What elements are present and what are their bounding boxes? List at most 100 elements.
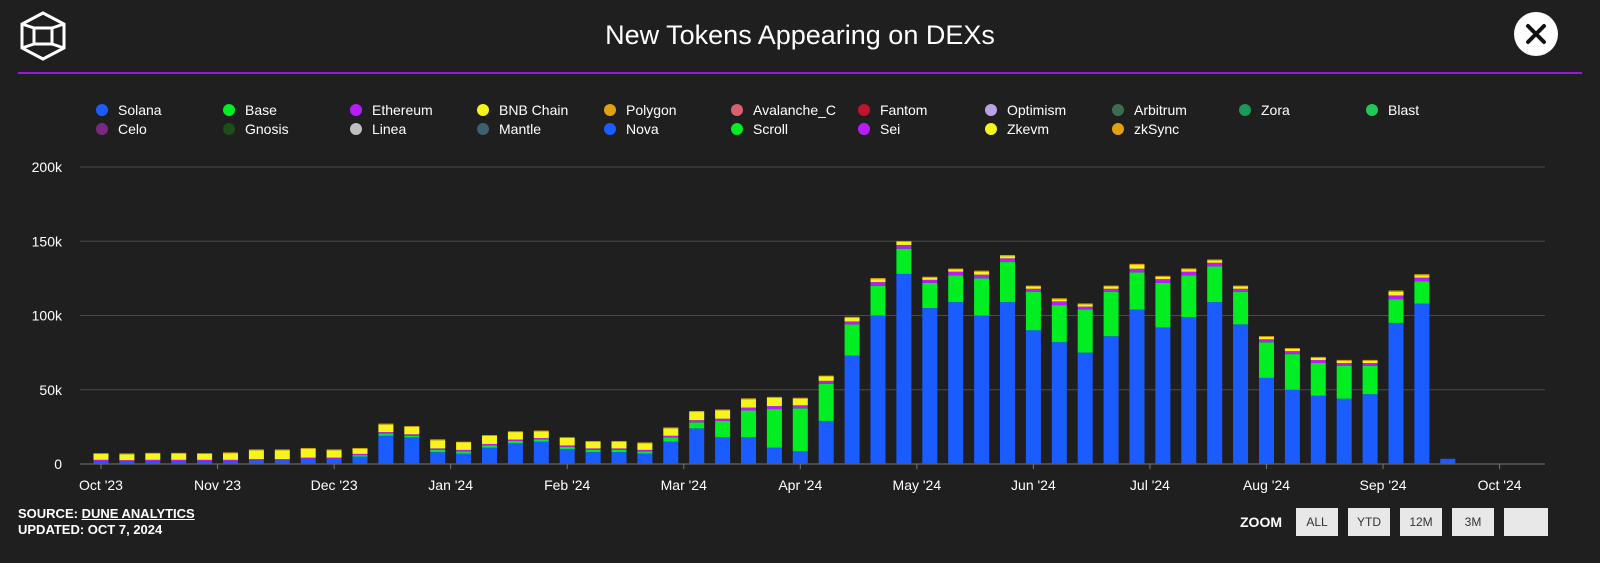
bar-segment-polygon [663, 427, 679, 429]
header-divider [18, 72, 1582, 74]
legend-item-solana[interactable]: Solana [96, 102, 162, 118]
bar-segment-solana [948, 302, 964, 464]
bar-segment-solana [145, 461, 161, 464]
legend-item-avalanche-c[interactable]: Avalanche_C [731, 102, 836, 118]
y-tick-label: 0 [54, 456, 62, 472]
y-tick-label: 200k [32, 159, 63, 175]
close-button[interactable] [1514, 12, 1558, 56]
bar-segment-bnb-chain [1284, 348, 1300, 352]
bar-segment-ethereum [870, 282, 886, 286]
zoom-label: ZOOM [1240, 514, 1282, 530]
block-logo-icon[interactable] [17, 10, 69, 62]
legend-item-nova[interactable]: Nova [604, 121, 659, 137]
bar-segment-bnb-chain [93, 453, 109, 460]
bar-segment-ethereum [482, 443, 497, 446]
bar-segment-bnb-chain [715, 410, 731, 419]
legend-item-zksync[interactable]: zkSync [1112, 121, 1179, 137]
bar-segment-polygon [1233, 285, 1249, 287]
bar-segment-solana [1155, 327, 1171, 464]
legend-item-ethereum[interactable]: Ethereum [350, 102, 433, 118]
bar-segment-polygon [1181, 268, 1197, 270]
bar-segment-solana [430, 452, 446, 464]
bar-segment-bnb-chain [1207, 260, 1223, 263]
bar-segment-solana [792, 451, 808, 464]
bar-segment-bnb-chain [1233, 286, 1249, 289]
legend-item-zkevm[interactable]: Zkevm [985, 121, 1049, 137]
bar-segment-base [1000, 262, 1015, 303]
legend-item-optimism[interactable]: Optimism [985, 102, 1066, 118]
bar-segment-polygon [741, 398, 756, 400]
bar-segment-polygon [352, 447, 368, 449]
bar-segment-ethereum [1310, 360, 1326, 364]
legend-label: Nova [626, 121, 659, 137]
bar-segment-ethereum [507, 439, 523, 441]
zoom-ytd-button[interactable]: YTD [1348, 508, 1390, 536]
legend-item-sei[interactable]: Sei [858, 121, 900, 137]
bar-segment-bnb-chain [766, 397, 782, 407]
bar-segment-solana [715, 437, 731, 464]
legend-label: Solana [118, 102, 162, 118]
bar-segment-ethereum [896, 244, 912, 249]
source-link[interactable]: DUNE ANALYTICS [81, 506, 195, 521]
legend-item-fantom[interactable]: Fantom [858, 102, 927, 118]
x-tick-label: Aug '24 [1243, 477, 1290, 493]
bar-segment-solana [766, 447, 782, 464]
bar-segment-polygon [1129, 263, 1145, 266]
updated-text: UPDATED: OCT 7, 2024 [18, 522, 163, 537]
legend-item-gnosis[interactable]: Gnosis [223, 121, 289, 137]
legend-item-mantle[interactable]: Mantle [477, 121, 541, 137]
legend-item-arbitrum[interactable]: Arbitrum [1112, 102, 1187, 118]
y-tick-label: 150k [32, 233, 63, 249]
bar-segment-bnb-chain [378, 424, 394, 433]
bar-segment-base [948, 275, 964, 303]
bar-segment-ethereum [1284, 351, 1300, 355]
bar-segment-ethereum [171, 459, 187, 462]
legend-item-bnb-chain[interactable]: BNB Chain [477, 102, 568, 118]
y-tick-label: 50k [39, 382, 63, 398]
legend-item-zora[interactable]: Zora [1239, 102, 1290, 118]
bar-segment-base [1336, 365, 1352, 399]
bar-segment-polygon [223, 452, 238, 454]
bar-segment-solana [559, 449, 575, 464]
legend-swatch [1366, 104, 1378, 116]
bar-segment-solana [637, 453, 653, 464]
zoom-all-button[interactable]: ALL [1296, 508, 1338, 536]
bar-segment-base [404, 435, 420, 438]
legend-item-base[interactable]: Base [223, 102, 277, 118]
zoom-12m-button[interactable]: 12M [1400, 508, 1442, 536]
legend-item-polygon[interactable]: Polygon [604, 102, 677, 118]
bar-segment-polygon [1051, 298, 1067, 300]
bar-segment-polygon [1207, 259, 1223, 261]
legend-item-blast[interactable]: Blast [1366, 102, 1419, 118]
bar-segment-ethereum [1025, 288, 1041, 292]
x-tick-label: Jun '24 [1011, 477, 1056, 493]
legend-item-celo[interactable]: Celo [96, 121, 147, 137]
bar-segment-bnb-chain [248, 450, 264, 460]
bar-segment-bnb-chain [741, 399, 756, 408]
x-tick-label: Apr '24 [778, 477, 822, 493]
bar-segment-base [1129, 272, 1145, 310]
legend-swatch [1112, 123, 1124, 135]
bar-segment-base [689, 422, 705, 429]
bar-segment-base [1077, 309, 1093, 353]
bar-segment-ethereum [948, 271, 964, 276]
bar-segment-base [974, 278, 990, 316]
bar-segment-base [637, 451, 653, 454]
zoom-custom-button[interactable] [1504, 508, 1548, 536]
bar-segment-ethereum [1388, 295, 1404, 300]
bar-segment-bnb-chain [171, 453, 187, 460]
bar-segment-solana [741, 437, 756, 464]
zoom-3m-button[interactable]: 3M [1452, 508, 1494, 536]
bar-segment-polygon [792, 397, 808, 399]
legend-item-linea[interactable]: Linea [350, 121, 406, 137]
bar-segment-bnb-chain [507, 432, 523, 440]
header: New Tokens Appearing on DEXs [0, 0, 1600, 74]
bar-segment-bnb-chain [482, 435, 497, 444]
legend-label: Sei [880, 121, 901, 137]
bar-segment-polygon [404, 425, 420, 427]
y-tick-label: 100k [32, 308, 63, 324]
legend-label: Avalanche_C [753, 102, 837, 118]
legend-swatch [1112, 104, 1124, 116]
legend-item-scroll[interactable]: Scroll [731, 121, 788, 137]
footer-source: SOURCE: DUNE ANALYTICS UPDATED: OCT 7, 2… [18, 506, 195, 538]
